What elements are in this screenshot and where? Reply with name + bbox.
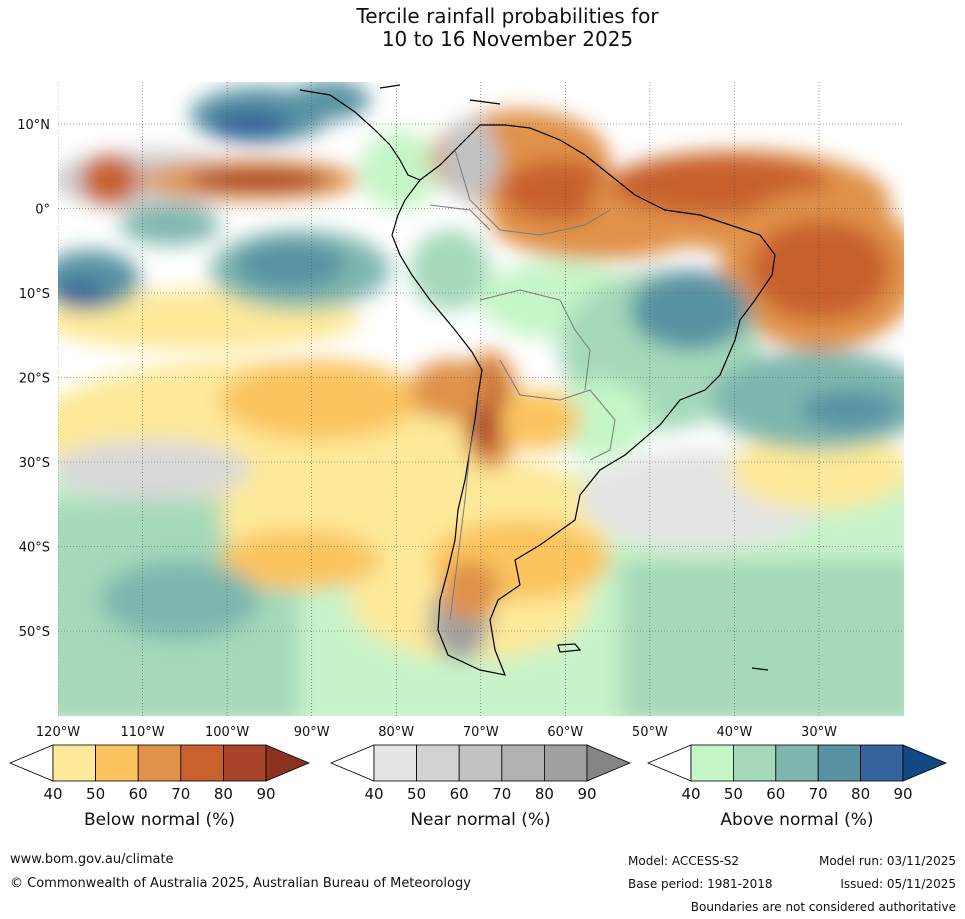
lon-label: 40°W: [716, 725, 752, 740]
colorbar-bin: [690, 744, 734, 782]
colorbar-tick-label: 60: [129, 785, 148, 803]
graticule: [58, 82, 904, 716]
colorbar-bin: [501, 744, 545, 782]
colorbar-tick-label: 70: [492, 785, 511, 803]
colorbar-bin: [775, 744, 819, 782]
latitude-labels: 10°N 0° 10°S 20°S 30°S 40°S 50°S: [17, 118, 50, 640]
lon-label: 90°W: [294, 725, 330, 740]
colorbar-tick-label: 70: [171, 785, 190, 803]
colorbar-tick-label: 90: [893, 785, 912, 803]
colorbar-extend-low: [329, 744, 375, 782]
footer-disclaimer: Boundaries are not considered authoritat…: [690, 900, 956, 914]
colorbar-extend-low: [646, 744, 692, 782]
colorbar-title: Near normal (%): [410, 810, 550, 830]
chart-title-line1: Tercile rainfall probabilities for: [356, 4, 659, 28]
colorbar-tick-label: 80: [214, 785, 233, 803]
colorbar-bin: [222, 744, 267, 782]
colorbar-bin: [733, 744, 777, 782]
colorbar-extend-high: [586, 744, 632, 782]
colorbar-bin: [52, 744, 96, 782]
colorbar-bin: [180, 744, 224, 782]
lon-label: 60°W: [547, 725, 583, 740]
lat-label: 0°: [35, 203, 50, 218]
footer-website[interactable]: www.bom.gov.au/climate: [10, 852, 174, 867]
colorbar-near: 40 50 60 70 80 90 Near normal (%): [329, 744, 632, 830]
colorbar-tick-label: 40: [364, 785, 383, 803]
colorbar-tick-label: 50: [86, 785, 105, 803]
colorbar-tick-label: 80: [535, 785, 554, 803]
colorbar-tick-label: 50: [407, 785, 426, 803]
lon-label: 80°W: [378, 725, 414, 740]
colorbar-tick-label: 50: [724, 785, 743, 803]
caribbean-islands: [379, 84, 501, 105]
lon-label: 100°W: [205, 725, 249, 740]
colorbar-tick-label: 70: [809, 785, 828, 803]
colorbar-extend-high: [902, 744, 948, 782]
colorbar-bin: [137, 744, 182, 782]
lat-label: 10°N: [17, 118, 50, 133]
colorbar-bin: [860, 744, 904, 782]
south-america-coast: [391, 124, 776, 676]
lon-label: 30°W: [801, 725, 837, 740]
colorbar-tick-label: 90: [577, 785, 596, 803]
colorbar-tick-label: 60: [766, 785, 785, 803]
colorbar-above: 40 50 60 70 80 90 Above normal (%): [646, 744, 948, 830]
lon-label: 50°W: [632, 725, 668, 740]
lat-label: 30°S: [19, 456, 50, 471]
colorbar-tick-label: 80: [851, 785, 870, 803]
chart-title-line2: 10 to 16 November 2025: [381, 27, 634, 51]
colorbar-bin: [416, 744, 460, 782]
colorbar-tick-label: 60: [450, 785, 469, 803]
central-america-coast: [299, 89, 421, 181]
lon-label: 70°W: [463, 725, 499, 740]
footer-model-run: Model run: 03/11/2025: [818, 854, 956, 868]
colorbar-tick-label: 90: [256, 785, 275, 803]
colorbar-below: 40 50 60 70 80 90 Below normal (%): [8, 744, 311, 830]
colorbar-bin: [373, 744, 417, 782]
footer-copyright: © Commonwealth of Australia 2025, Austra…: [10, 876, 471, 891]
colorbar-bin: [458, 744, 503, 782]
colorbar-bin: [817, 744, 862, 782]
lat-label: 20°S: [19, 372, 50, 387]
lat-label: 50°S: [19, 625, 50, 640]
footer-base-period: Base period: 1981-2018: [628, 877, 773, 891]
colorbar-tick-label: 40: [43, 785, 62, 803]
lon-label: 110°W: [120, 725, 164, 740]
lon-label: 120°W: [36, 725, 80, 740]
colorbar-bin: [544, 744, 588, 782]
colorbar-extend-low: [8, 744, 54, 782]
falklands: [557, 643, 582, 653]
colorbar-tick-label: 40: [681, 785, 700, 803]
lat-label: 10°S: [19, 287, 50, 302]
colorbar-title: Below normal (%): [84, 810, 235, 830]
south-georgia: [751, 667, 769, 671]
colorbar-title: Above normal (%): [720, 810, 873, 830]
coastlines: [299, 84, 776, 676]
longitude-labels: 120°W 110°W 100°W 90°W 80°W 70°W 60°W 50°W 40°W 3…: [36, 725, 837, 740]
footer-issued: Issued: 05/11/2025: [840, 877, 956, 891]
country-borders: [429, 149, 616, 621]
colorbar-bin: [95, 744, 139, 782]
lat-label: 40°S: [19, 541, 50, 556]
colorbar-extend-high: [265, 744, 311, 782]
rainfall-map: 10°N 0° 10°S 20°S 30°S 40°S 50°S 120°W 110°W 100…: [17, 82, 904, 740]
footer-model: Model: ACCESS-S2: [628, 854, 740, 868]
